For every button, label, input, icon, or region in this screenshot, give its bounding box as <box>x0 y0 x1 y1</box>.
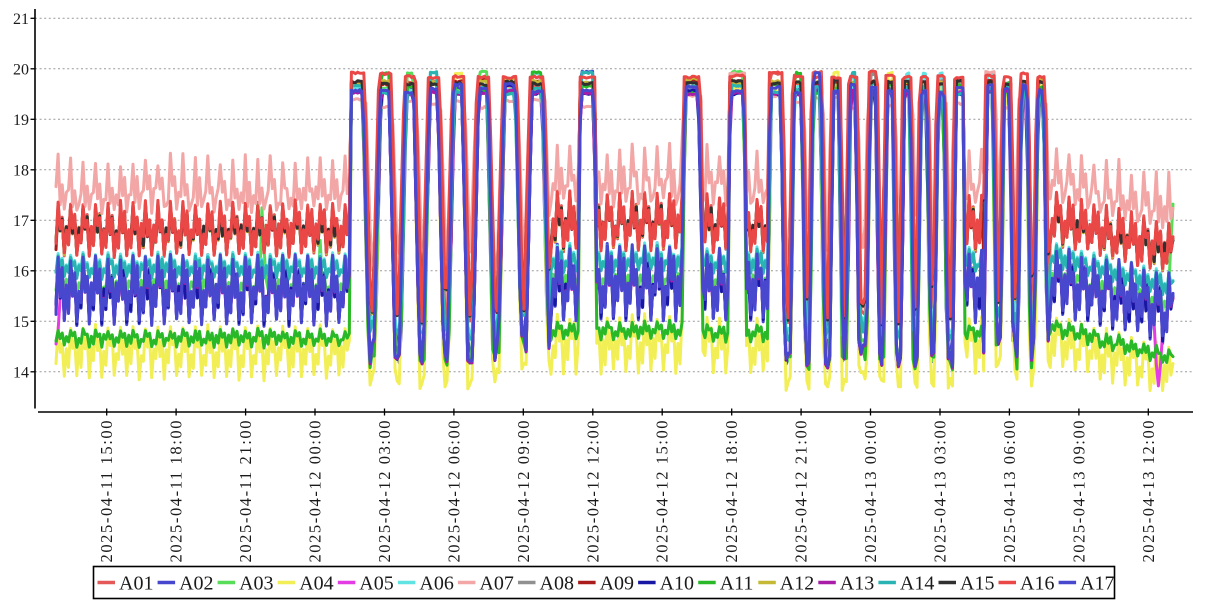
svg-text:20: 20 <box>13 62 29 79</box>
svg-text:A15: A15 <box>960 573 994 595</box>
svg-text:2025-04-13 06:00: 2025-04-13 06:00 <box>1000 421 1019 563</box>
svg-text:A14: A14 <box>900 573 934 595</box>
svg-text:A10: A10 <box>660 573 694 595</box>
svg-text:21: 21 <box>13 11 29 28</box>
svg-text:A11: A11 <box>720 573 754 595</box>
svg-text:2025-04-12 18:00: 2025-04-12 18:00 <box>722 421 741 563</box>
svg-text:2025-04-12 00:00: 2025-04-12 00:00 <box>306 421 325 563</box>
svg-text:A08: A08 <box>540 573 574 595</box>
svg-text:A06: A06 <box>419 573 453 595</box>
svg-text:2025-04-11 21:00: 2025-04-11 21:00 <box>236 421 255 563</box>
svg-text:2025-04-12 03:00: 2025-04-12 03:00 <box>375 421 394 563</box>
svg-text:2025-04-11 18:00: 2025-04-11 18:00 <box>167 421 186 563</box>
svg-text:A12: A12 <box>780 573 814 595</box>
svg-text:17: 17 <box>13 213 29 230</box>
svg-text:A03: A03 <box>239 573 273 595</box>
svg-text:A04: A04 <box>299 573 333 595</box>
svg-text:2025-04-12 21:00: 2025-04-12 21:00 <box>792 421 811 563</box>
svg-text:14: 14 <box>13 365 29 382</box>
svg-text:2025-04-12 12:00: 2025-04-12 12:00 <box>583 421 602 563</box>
svg-text:2025-04-11 15:00: 2025-04-11 15:00 <box>97 421 116 563</box>
svg-text:2025-04-13 12:00: 2025-04-13 12:00 <box>1139 421 1158 563</box>
svg-text:16: 16 <box>13 264 29 281</box>
svg-text:2025-04-13 03:00: 2025-04-13 03:00 <box>931 421 950 563</box>
svg-text:2025-04-12 06:00: 2025-04-12 06:00 <box>444 421 463 563</box>
svg-text:19: 19 <box>13 112 29 129</box>
svg-text:18: 18 <box>13 163 29 180</box>
svg-text:15: 15 <box>13 314 29 331</box>
svg-text:2025-04-12 09:00: 2025-04-12 09:00 <box>514 421 533 563</box>
svg-text:2025-04-12 15:00: 2025-04-12 15:00 <box>653 421 672 563</box>
svg-text:A13: A13 <box>840 573 874 595</box>
svg-text:A05: A05 <box>359 573 393 595</box>
svg-text:A17: A17 <box>1080 573 1114 595</box>
svg-text:2025-04-13 09:00: 2025-04-13 09:00 <box>1069 421 1088 563</box>
svg-text:2025-04-13 00:00: 2025-04-13 00:00 <box>861 421 880 563</box>
svg-text:A01: A01 <box>119 573 153 595</box>
svg-text:A09: A09 <box>600 573 634 595</box>
svg-text:A07: A07 <box>479 573 513 595</box>
svg-text:A16: A16 <box>1020 573 1054 595</box>
svg-text:A02: A02 <box>179 573 213 595</box>
